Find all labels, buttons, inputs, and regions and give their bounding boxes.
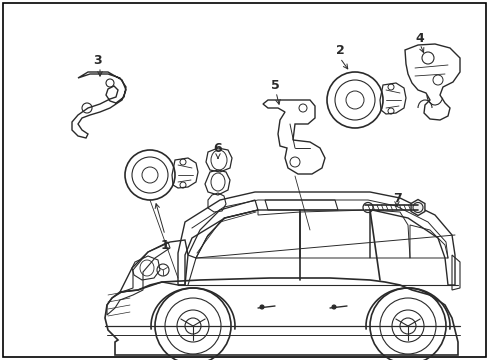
Circle shape: [260, 305, 264, 309]
Text: 4: 4: [415, 32, 424, 45]
Circle shape: [362, 202, 372, 212]
Text: 7: 7: [392, 192, 401, 204]
Text: 5: 5: [270, 78, 279, 91]
Circle shape: [391, 310, 423, 342]
Circle shape: [346, 91, 363, 109]
Circle shape: [331, 305, 335, 309]
Polygon shape: [410, 199, 424, 216]
Text: 2: 2: [335, 44, 344, 57]
Text: 1: 1: [160, 239, 169, 252]
Text: 3: 3: [94, 54, 102, 67]
Circle shape: [177, 310, 208, 342]
Circle shape: [142, 167, 158, 183]
Text: 6: 6: [213, 141, 222, 154]
